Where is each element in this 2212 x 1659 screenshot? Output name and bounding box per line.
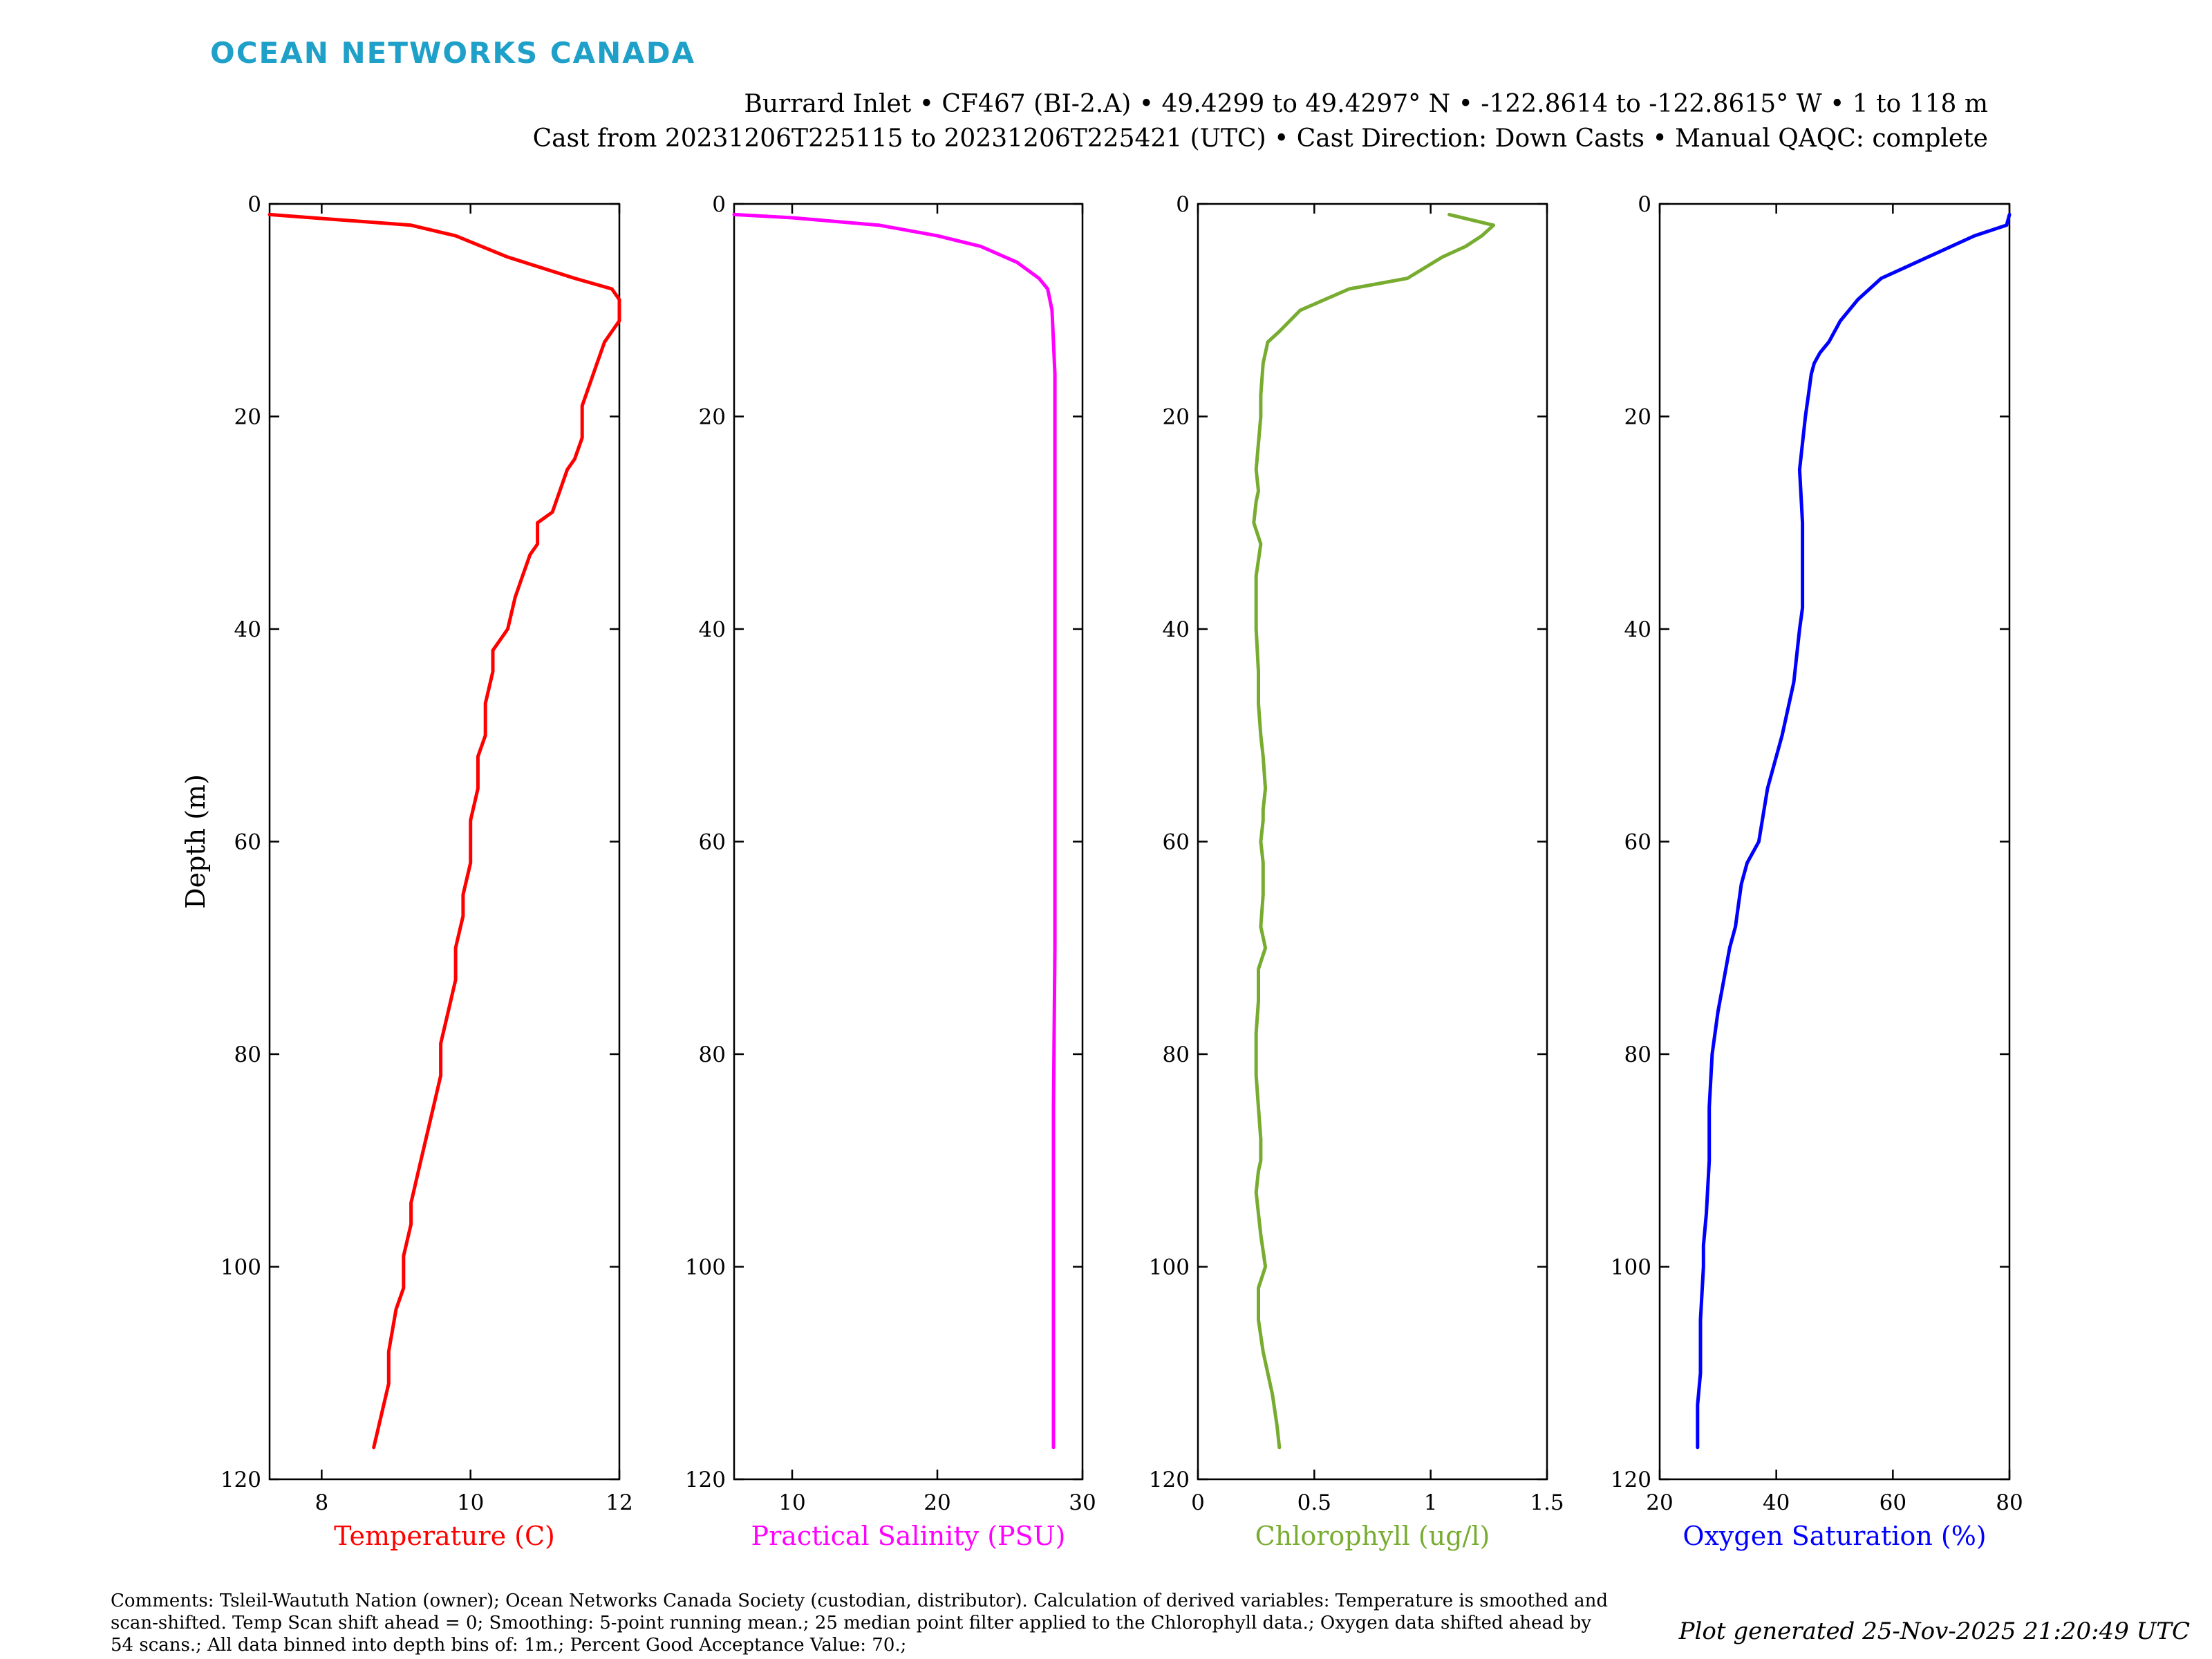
y-tick-label: 20: [699, 405, 726, 430]
x-tick-label: 1: [1424, 1490, 1438, 1515]
y-tick-label: 120: [221, 1468, 261, 1492]
x-tick-label: 12: [606, 1490, 632, 1515]
y-tick-label: 120: [685, 1468, 726, 1492]
y-tick-label: 80: [1163, 1042, 1190, 1067]
y-tick-label: 0: [1638, 192, 1651, 217]
x-axis-label: Practical Salinity (PSU): [751, 1521, 1066, 1551]
x-tick-label: 40: [1763, 1490, 1790, 1515]
x-tick-label: 80: [1996, 1490, 2023, 1515]
y-tick-label: 100: [1611, 1255, 1651, 1280]
ocean-networks-canada-logo: OCEAN NETWORKS CANADA: [210, 36, 696, 70]
header-cast-line: Cast from 20231206T225115 to 20231206T22…: [532, 124, 1988, 153]
plot-frame: [1197, 203, 1548, 1481]
y-tick-label: 0: [712, 192, 726, 217]
x-tick-label: 0.5: [1297, 1490, 1331, 1515]
y-tick-label: 0: [1176, 192, 1190, 217]
y-tick-label: 60: [1163, 830, 1190, 855]
x-tick-label: 10: [778, 1490, 805, 1515]
y-tick-label: 120: [1611, 1468, 1651, 1492]
y-tick-label: 20: [234, 405, 261, 430]
y-tick-label: 100: [685, 1255, 726, 1280]
y-tick-label: 40: [1624, 617, 1651, 642]
y-tick-label: 40: [234, 617, 261, 642]
y-tick-label: 60: [1624, 830, 1651, 855]
x-axis-label: Temperature (C): [334, 1521, 555, 1551]
x-tick-label: 1.5: [1530, 1490, 1564, 1515]
x-tick-label: 30: [1069, 1490, 1096, 1515]
y-tick-label: 40: [699, 617, 726, 642]
y-tick-label: 100: [1149, 1255, 1190, 1280]
y-tick-label: 100: [221, 1255, 261, 1280]
plot-frame: [733, 203, 1084, 1481]
chart-panel-1: 0 20 40 60 80 100 120 8 10 12 Temperature (C) Depth…: [180, 192, 633, 1551]
x-tick-label: 20: [924, 1490, 950, 1515]
plot-generated-timestamp: Plot generated 25-Nov-2025 21:20:49 UTC: [1678, 1618, 2190, 1645]
y-axis-label: Depth (m): [180, 774, 211, 909]
plot-frame: [268, 203, 621, 1481]
y-tick-label: 20: [1624, 405, 1651, 430]
y-tick-label: 0: [247, 192, 261, 217]
header-location-line: Burrard Inlet • CF467 (BI-2.A) • 49.4299…: [744, 90, 1988, 118]
profile-line-3: [1252, 212, 1496, 1450]
y-tick-label: 80: [234, 1042, 261, 1067]
x-tick-label: 0: [1191, 1490, 1205, 1515]
y-tick-label: 60: [234, 830, 261, 855]
y-tick-label: 20: [1163, 405, 1190, 430]
y-tick-label: 80: [699, 1042, 726, 1067]
x-tick-label: 60: [1880, 1490, 1906, 1515]
y-tick-label: 120: [1149, 1468, 1190, 1492]
y-tick-label: 80: [1624, 1042, 1651, 1067]
x-tick-label: 8: [315, 1490, 328, 1515]
x-axis-label: Oxygen Saturation (%): [1683, 1521, 1986, 1551]
x-tick-label: 20: [1646, 1490, 1673, 1515]
y-tick-label: 40: [1163, 617, 1190, 642]
y-tick-label: 60: [699, 830, 726, 855]
x-tick-label: 10: [457, 1490, 484, 1515]
comments-text: Comments: Tsleil-Waututh Nation (owner);…: [111, 1591, 1608, 1656]
profile-line-4: [1696, 212, 2012, 1450]
profile-line-2: [732, 212, 1057, 1450]
plot-frame: [1658, 203, 2011, 1481]
profile-line-1: [268, 212, 621, 1450]
x-axis-label: Chlorophyll (ug/l): [1255, 1521, 1490, 1551]
